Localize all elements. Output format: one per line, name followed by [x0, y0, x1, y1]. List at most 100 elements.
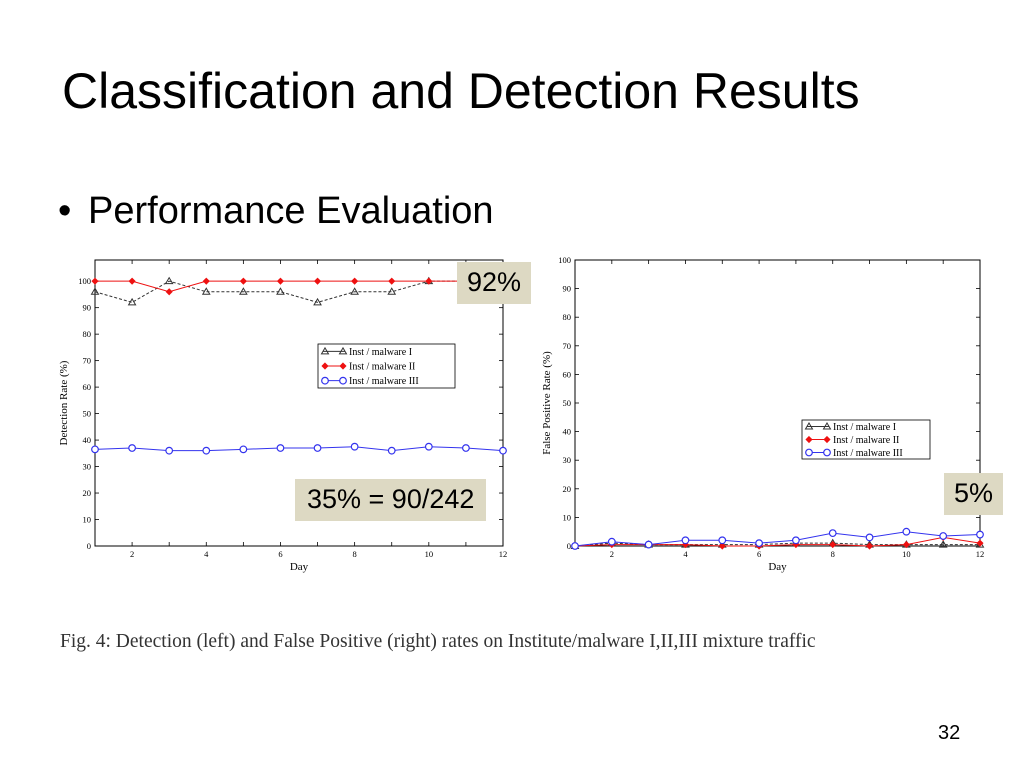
y-tick-label: 80 — [563, 312, 572, 322]
y-tick-label: 90 — [563, 284, 572, 294]
series-line — [94, 446, 504, 452]
data-point — [755, 539, 763, 548]
data-point — [938, 540, 948, 548]
data-point — [165, 288, 173, 296]
y-tick-label: 20 — [83, 488, 92, 498]
slide-title: Classification and Detection Results — [62, 63, 860, 119]
data-point — [90, 287, 100, 295]
data-point — [350, 442, 359, 451]
x-tick-label: 10 — [425, 549, 434, 559]
y-tick-label: 70 — [83, 356, 92, 366]
data-point — [939, 532, 948, 540]
x-axis-label: Day — [768, 561, 787, 573]
y-tick-label: 60 — [563, 369, 572, 379]
data-point — [829, 541, 837, 549]
data-point — [201, 287, 211, 295]
y-tick-label: 80 — [83, 329, 92, 339]
data-point — [313, 277, 322, 285]
callout-35-percent: 35% = 90/242 — [295, 479, 487, 521]
legend-label: Inst / malware I — [833, 422, 896, 433]
legend-label: Inst / malware I — [349, 347, 412, 358]
detection-rate-chart: 0 10 20 30 40 50 60 70 80 90 100 2 4 6 8 10 12 Day Detecti… — [58, 259, 508, 573]
y-tick-label: 90 — [83, 303, 92, 313]
x-tick-label: 12 — [976, 549, 985, 559]
data-point — [425, 277, 433, 285]
legend-marker — [804, 422, 814, 430]
y-tick-label: 50 — [563, 398, 572, 408]
data-point — [202, 277, 210, 285]
false-positive-chart: 0 10 20 30 40 50 60 70 80 90 100 2 4 6 8 10 12 Day False P… — [541, 255, 985, 573]
legend-marker — [822, 422, 832, 430]
data-point — [976, 530, 984, 539]
legend-marker — [823, 448, 831, 457]
y-tick-label: 10 — [83, 515, 92, 525]
y-tick-label: 30 — [563, 455, 572, 465]
data-point — [792, 536, 800, 545]
x-tick-label: 2 — [130, 549, 134, 559]
data-point — [387, 446, 396, 455]
data-point — [276, 444, 285, 452]
data-point — [313, 444, 322, 452]
data-point — [681, 536, 690, 545]
data-point — [902, 527, 911, 536]
legend-label: Inst / malware II — [833, 435, 899, 446]
plot-frame — [574, 259, 981, 547]
data-point — [571, 542, 579, 550]
x-tick-label: 8 — [831, 549, 835, 559]
series-line — [574, 531, 981, 547]
bullet-dot: • — [58, 190, 72, 232]
legend-marker — [339, 376, 347, 385]
data-point — [276, 277, 285, 285]
legend-marker — [823, 435, 831, 444]
data-point — [902, 541, 910, 549]
data-point — [91, 277, 99, 285]
data-point — [239, 445, 248, 454]
data-point — [865, 533, 874, 542]
data-point — [387, 287, 397, 295]
x-tick-label: 2 — [610, 549, 614, 559]
x-tick-label: 8 — [353, 549, 357, 559]
legend-marker — [338, 346, 348, 355]
data-point — [499, 446, 507, 455]
data-point — [607, 537, 616, 546]
y-axis-label: False Positive Rate (%) — [541, 351, 553, 455]
data-point — [424, 442, 433, 451]
data-point — [718, 542, 726, 550]
y-tick-label: 40 — [563, 427, 572, 437]
data-point — [202, 446, 211, 455]
data-point — [238, 287, 248, 295]
y-tick-label: 100 — [78, 276, 91, 286]
y-tick-label: 50 — [83, 409, 92, 419]
x-tick-label: 4 — [204, 549, 209, 559]
data-point — [164, 276, 174, 285]
legend-marker — [805, 435, 813, 444]
data-point — [165, 446, 174, 455]
x-tick-label: 4 — [683, 549, 688, 559]
legend-marker — [321, 376, 329, 385]
bullet-text: Performance Evaluation — [88, 190, 494, 232]
x-tick-label: 12 — [499, 549, 508, 559]
y-tick-label: 0 — [567, 541, 571, 551]
data-point — [644, 540, 653, 549]
figure-caption: Fig. 4: Detection (left) and False Posit… — [60, 631, 816, 652]
y-tick-label: 40 — [83, 435, 92, 445]
legend-label: Inst / malware III — [833, 448, 903, 459]
x-tick-label: 6 — [757, 549, 761, 559]
data-point — [976, 539, 984, 547]
data-point — [313, 297, 322, 306]
y-tick-label: 60 — [83, 382, 92, 392]
legend-marker — [805, 448, 813, 457]
callout-92-percent: 92% — [457, 262, 532, 304]
data-point — [351, 277, 359, 285]
data-point — [828, 529, 837, 538]
data-point — [350, 287, 360, 295]
series-line — [95, 280, 503, 293]
y-tick-label: 30 — [83, 462, 92, 472]
y-tick-label: 70 — [563, 341, 572, 351]
y-axis-label: Detection Rate (%) — [58, 360, 70, 445]
y-tick-label: 0 — [87, 541, 91, 551]
legend-label: Inst / malware III — [349, 376, 419, 387]
data-point — [128, 444, 136, 452]
data-point — [865, 542, 874, 550]
legend-marker — [339, 362, 347, 370]
